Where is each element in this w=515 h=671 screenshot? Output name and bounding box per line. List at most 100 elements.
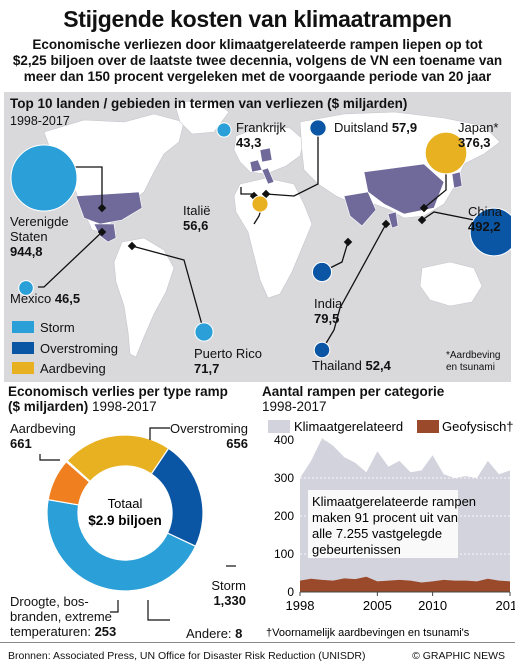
swatch-aardbeving [12, 362, 34, 374]
donut-label-storm: Storm 1,330 [196, 578, 246, 608]
label-italy: Italië 56,6 [183, 203, 210, 233]
legend-aardbeving-label: Aardbeving [40, 361, 106, 376]
label-china: China 492,2 [468, 204, 502, 234]
x-tick-label: 2005 [363, 598, 392, 613]
value-france: 43,3 [236, 135, 262, 150]
value-japan: 376,3 [458, 135, 491, 150]
donut-center-line2: $2.9 biljoen [88, 513, 162, 528]
bubble-china [469, 207, 515, 257]
country-usa [75, 191, 143, 225]
donut-label-andere-name: Andere: [186, 626, 232, 641]
donut-slice-overstroming [150, 447, 204, 548]
label-france: Frankrijk 43,3 [236, 120, 286, 150]
y-tick-label: 0 [287, 585, 294, 599]
value-india: 79,5 [314, 311, 340, 326]
marker-usa [97, 203, 107, 213]
marker-puerto-rico [127, 241, 137, 251]
label-india-name: India [314, 296, 343, 311]
donut-value-aardbeving: 661 [10, 436, 32, 451]
donut-value-andere: 8 [235, 626, 243, 641]
area-footnote: †Voornamelijk aardbevingen en tsunami's [266, 627, 470, 639]
value-italy: 56,6 [183, 218, 209, 233]
donut-slice-storm [46, 498, 197, 592]
annotation-line: alle 7.255 vastgelegde [312, 526, 442, 541]
value-thailand: 52,4 [365, 358, 391, 373]
country-china [363, 163, 445, 215]
area-series-geofysisch [300, 576, 510, 592]
donut-years: 1998-2017 [92, 399, 157, 414]
x-tick-label: 2017 [496, 598, 515, 613]
label-puerto-rico-name: Puerto Rico [194, 346, 262, 361]
landmass-greenland [173, 99, 230, 135]
japan-note: *Aardbeving en tsunami [446, 350, 500, 374]
footer-bar [0, 642, 515, 671]
annotation-box [308, 490, 458, 558]
label-mexico-name: Mexico [10, 291, 52, 306]
country-thailand [387, 211, 399, 229]
donut-label-overstroming: Overstroming 656 [164, 421, 248, 451]
y-tick-label: 100 [274, 547, 294, 561]
legend-swatch-klimaat [268, 420, 290, 433]
page-subtitle: Economische verliezen door klimaatgerela… [10, 37, 505, 85]
bubble-japan [424, 131, 468, 175]
value-china: 492,2 [468, 219, 501, 234]
label-thailand: Thailand 52,4 [312, 358, 391, 373]
y-tick-label: 200 [274, 509, 294, 523]
page-title: Stijgende kosten van klimaatrampen [63, 6, 452, 32]
leader-germany [265, 128, 319, 197]
annotation-line: Klimaatgerelateerde rampen [312, 494, 476, 509]
legend-aardbeving: Aardbeving [12, 361, 106, 376]
label-usa: Verenigde Staten 944,8 [10, 214, 69, 259]
note-line2: en tsunami [446, 362, 495, 373]
subtitle-line: Economische verliezen door klimaatgerela… [32, 37, 483, 52]
subtitle-line: meer dan 150 procent vergeleken met de v… [23, 69, 492, 84]
label-france-name: Frankrijk [236, 120, 286, 135]
value-usa: 944,8 [10, 244, 43, 259]
annotation-text: Klimaatgerelateerde rampen maken 91 proc… [312, 494, 476, 557]
area-heading: Aantal rampen per categorie 1998-2017 [262, 384, 444, 414]
donut-heading-units: ($ miljarden) [8, 399, 89, 414]
country-italy [261, 167, 275, 185]
swatch-overstroming [12, 342, 34, 354]
donut-label-droogte: Droogte, bos- branden, extreme temperatu… [10, 594, 116, 639]
bubble-verenigde-staten [10, 144, 78, 212]
donut-label-droogte-line1: Droogte, bos- [10, 594, 89, 609]
annotation-line: gebeurtenissen [312, 542, 401, 557]
bubble-thailand [313, 341, 331, 359]
donut-label-droogte-line2: branden, extreme [10, 609, 112, 624]
legend-storm: Storm [12, 320, 75, 335]
legend-geofysisch: Geofysisch† [442, 419, 514, 434]
donut-label-andere: Andere: 8 [186, 626, 242, 641]
legend-overstroming-label: Overstroming [40, 341, 119, 356]
label-thailand-name: Thailand [312, 358, 362, 373]
donut-label-aardbeving: Aardbeving 661 [10, 421, 76, 451]
donut-value-droogte: 253 [94, 624, 117, 639]
label-puerto-rico: Puerto Rico 71,7 [194, 346, 262, 376]
world-map [10, 99, 515, 359]
marker-japan [419, 203, 429, 213]
donut-label-droogte-line3: temperaturen: [10, 624, 91, 639]
value-puerto-rico: 71,7 [194, 361, 220, 376]
label-mexico: Mexico 46,5 [10, 291, 80, 306]
value-germany: 57,9 [391, 120, 418, 135]
legend-overstroming: Overstroming [12, 341, 118, 356]
donut-center-line1: Totaal [108, 496, 143, 511]
label-japan-name: Japan* [458, 120, 499, 135]
leader-usa [70, 166, 103, 208]
y-tick-label: 300 [274, 471, 294, 485]
donut-label-storm-name: Storm [211, 578, 246, 593]
label-germany: Duitsland 57,9 [334, 120, 417, 135]
donut-heading-line1: Economisch verlies per type ramp [8, 384, 228, 399]
label-germany-name: Duitsland [334, 120, 389, 135]
map-years: 1998-2017 [10, 114, 70, 128]
area-title: Aantal rampen per categorie [262, 384, 445, 399]
country-india [343, 191, 377, 227]
leader-mexico [38, 231, 103, 288]
donut-value-overstroming: 656 [226, 436, 248, 451]
marker-mexico [97, 227, 107, 237]
donut-value-storm: 1,330 [213, 593, 246, 608]
label-japan: Japan* 376,3 [458, 120, 498, 150]
legend-storm-label: Storm [40, 320, 75, 335]
map-heading: Top 10 landen / gebieden in termen van v… [10, 96, 408, 111]
sources: Bronnen: Associated Press, UN Office for… [8, 650, 366, 662]
